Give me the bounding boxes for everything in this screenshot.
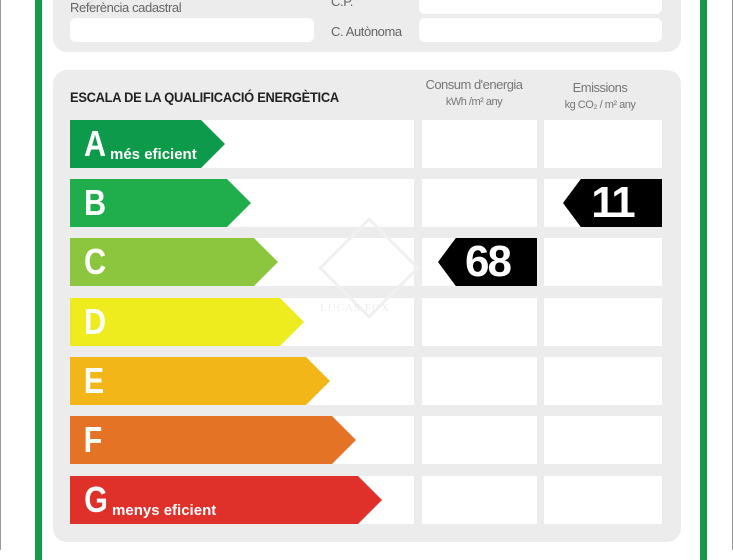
- rating-bar-g: G menys eficient: [70, 476, 382, 524]
- energy-unit: kWh /m² any: [445, 96, 503, 108]
- energy-cell: [422, 357, 537, 405]
- rating-letter: A: [83, 123, 107, 164]
- left-edge: [0, 0, 1, 550]
- rating-bar-c: C: [70, 238, 278, 286]
- cadastral-reference-label: Referència cadastral: [70, 0, 182, 15]
- autonomous-community-label: C. Autònoma: [331, 24, 402, 39]
- rating-letter: E: [83, 360, 105, 401]
- energy-cell: [422, 476, 537, 524]
- rating-letter: G: [84, 479, 108, 520]
- energy-cell: [422, 120, 537, 168]
- emissions-rating-tag: 11: [563, 179, 662, 227]
- emissions-cell: [544, 238, 662, 286]
- emissions-cell: [544, 120, 662, 168]
- energy-cell: [422, 179, 537, 227]
- emissions-unit: kg CO₂ / m² any: [564, 99, 636, 111]
- rating-bar-a: A més eficient: [70, 120, 225, 168]
- rating-letter: B: [83, 182, 107, 223]
- postal-code-field: [419, 0, 662, 14]
- energy-rating-tag: 68: [438, 238, 537, 286]
- rating-sublabel: més eficient: [110, 146, 197, 163]
- postal-code-label: C.P.: [331, 0, 354, 9]
- energy-title: Consum d'energia: [425, 77, 523, 92]
- emissions-title: Emissions: [572, 80, 628, 95]
- green-frame: [35, 0, 707, 560]
- energy-cell: [422, 416, 537, 464]
- rating-letter: F: [83, 419, 103, 460]
- emissions-cell: [544, 476, 662, 524]
- rating-letter: D: [83, 301, 107, 342]
- scale-title: ESCALA DE LA QUALIFICACIÓ ENERGÈTICA: [70, 89, 339, 105]
- emissions-cell: [544, 298, 662, 346]
- rating-bar-f: F: [70, 416, 356, 464]
- cadastral-reference-field: [70, 18, 314, 42]
- autonomous-community-field: [419, 18, 662, 42]
- energy-cell: [422, 298, 537, 346]
- rating-bar-d: D: [70, 298, 304, 346]
- emissions-cell: [544, 357, 662, 405]
- watermark-text: LUCAS FOX: [320, 302, 390, 314]
- rating-letter: C: [83, 241, 107, 282]
- emissions-cell: [544, 416, 662, 464]
- rating-bar-b: B: [70, 179, 251, 227]
- emissions-column-header: Emissions kg CO₂ / m² any: [540, 80, 660, 111]
- energy-column-header: Consum d'energia kWh /m² any: [414, 77, 534, 108]
- rating-bar-e: E: [70, 357, 330, 405]
- rating-sublabel: menys eficient: [112, 502, 217, 519]
